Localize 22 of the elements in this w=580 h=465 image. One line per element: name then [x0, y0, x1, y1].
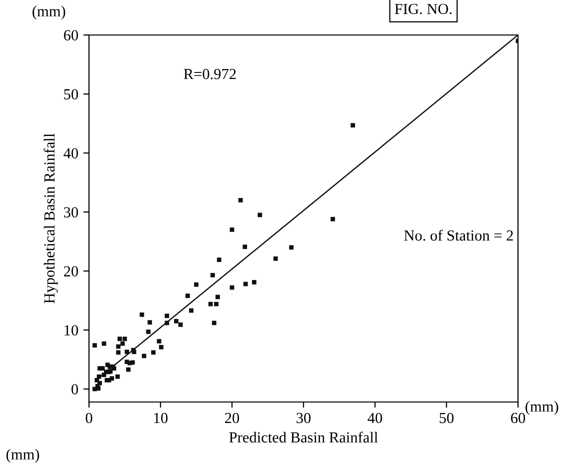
text: FIG. NO.	[394, 4, 452, 14]
y-tick-label: 0	[72, 384, 78, 394]
y-tick-label: 30	[64, 207, 78, 218]
x-tick-label: 10	[154, 412, 168, 424]
y-tick-label: 60	[64, 30, 78, 40]
text: (mm)	[32, 6, 66, 20]
x-tick-label: 0	[86, 412, 92, 424]
y-tick-label: 50	[64, 89, 78, 100]
text: (mm)	[6, 448, 40, 463]
x-tick-label: 20	[225, 412, 240, 424]
x-tick-label: 60	[511, 412, 526, 424]
annotation: No. of Station = 2	[404, 230, 513, 241]
annotation: R=0.972	[184, 68, 236, 80]
x-tick-label: 50	[440, 412, 454, 424]
y-tick-label: 10	[64, 325, 78, 336]
x-axis-title: Predicted Basin Rainfall	[229, 432, 378, 443]
x-tick-label: 40	[368, 412, 382, 424]
y-tick-label: 20	[64, 266, 78, 276]
y-tick-label: 40	[64, 148, 78, 158]
y-axis-title: Hypothetical Basin Rainfall	[44, 134, 58, 304]
x-tick-label: 30	[296, 412, 311, 424]
text: (mm)	[526, 400, 558, 415]
